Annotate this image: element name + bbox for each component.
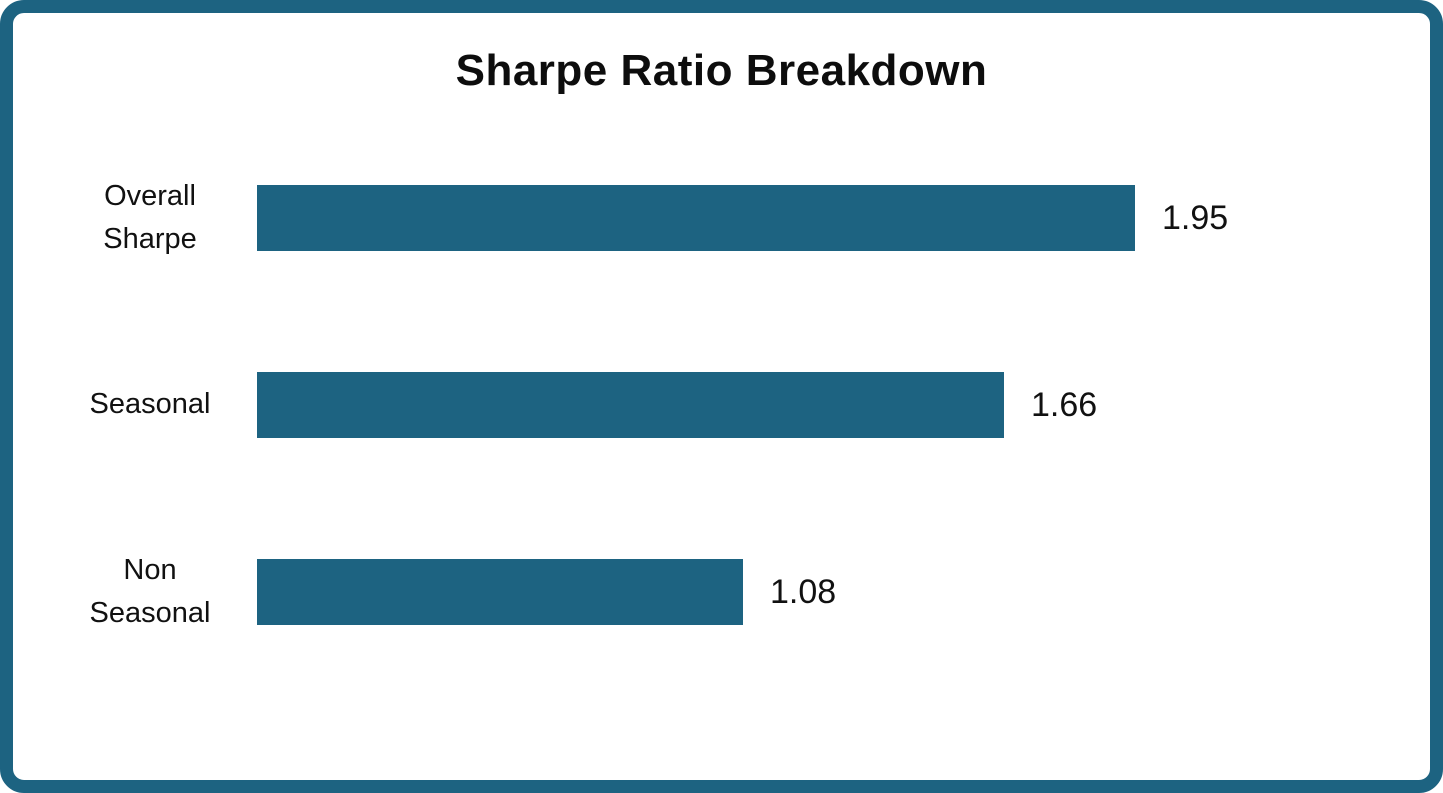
bar: [257, 185, 1135, 251]
bar-row: Seasonal 1.66: [13, 372, 1430, 438]
category-cell: Overall Sharpe: [13, 175, 257, 262]
category-cell: Non Seasonal: [13, 549, 257, 636]
bar-row: Non Seasonal 1.08: [13, 554, 1430, 630]
value-label: 1.95: [1162, 198, 1229, 237]
value-label: 1.08: [770, 572, 837, 611]
bar: [257, 559, 743, 625]
bar-row: Overall Sharpe 1.95: [13, 180, 1430, 256]
chart-title: Sharpe Ratio Breakdown: [455, 46, 988, 95]
category-label: Overall Sharpe: [103, 179, 197, 256]
category-label: Seasonal: [89, 388, 211, 421]
category-cell: Seasonal: [13, 383, 257, 427]
value-label: 1.66: [1031, 385, 1098, 424]
category-label: Non Seasonal: [89, 553, 211, 630]
bar: [257, 372, 1004, 438]
bar-rows: Overall Sharpe 1.95 Seasonal 1.66 Non Se…: [13, 180, 1430, 630]
